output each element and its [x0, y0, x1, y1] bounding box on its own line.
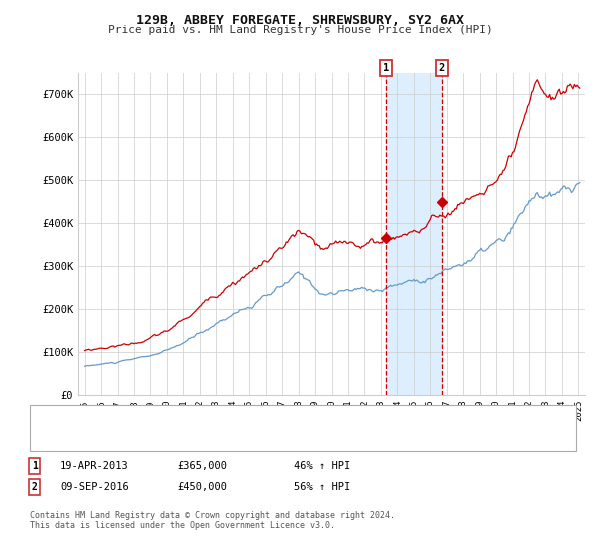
Text: 19-APR-2013: 19-APR-2013 — [60, 461, 129, 471]
Text: £450,000: £450,000 — [177, 482, 227, 492]
Text: 56% ↑ HPI: 56% ↑ HPI — [294, 482, 350, 492]
Text: 09-SEP-2016: 09-SEP-2016 — [60, 482, 129, 492]
Text: ——: —— — [42, 432, 59, 446]
Text: ——: —— — [42, 410, 59, 424]
Text: Contains HM Land Registry data © Crown copyright and database right 2024.
This d: Contains HM Land Registry data © Crown c… — [30, 511, 395, 530]
Text: Price paid vs. HM Land Registry's House Price Index (HPI): Price paid vs. HM Land Registry's House … — [107, 25, 493, 35]
Text: £365,000: £365,000 — [177, 461, 227, 471]
Text: 46% ↑ HPI: 46% ↑ HPI — [294, 461, 350, 471]
Text: 1: 1 — [32, 461, 38, 471]
Text: 2: 2 — [439, 63, 445, 73]
Text: 2: 2 — [32, 482, 38, 492]
Text: 1: 1 — [383, 63, 389, 73]
Text: 129B, ABBEY FOREGATE, SHREWSBURY, SY2 6AX: 129B, ABBEY FOREGATE, SHREWSBURY, SY2 6A… — [136, 14, 464, 27]
Text: HPI: Average price, detached house, Shropshire: HPI: Average price, detached house, Shro… — [69, 435, 339, 444]
Bar — [386, 73, 442, 395]
Text: 129B, ABBEY FOREGATE, SHREWSBURY, SY2 6AX (detached house): 129B, ABBEY FOREGATE, SHREWSBURY, SY2 6A… — [69, 413, 410, 423]
